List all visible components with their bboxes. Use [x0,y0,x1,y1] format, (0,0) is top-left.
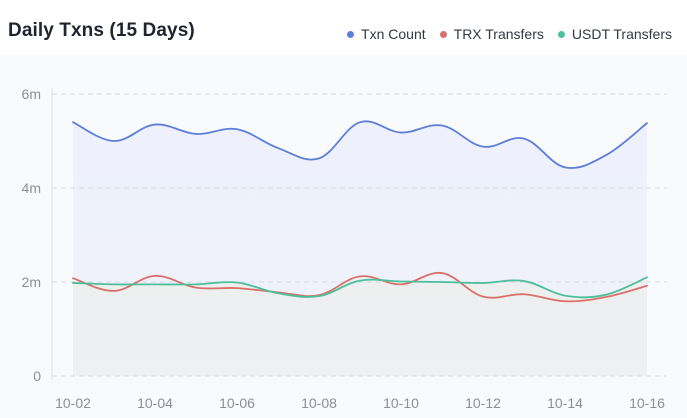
legend: Txn Count TRX Transfers USDT Transfers [347,26,672,42]
x-tick-label: 10-12 [465,395,501,411]
y-tick-label: 0 [33,368,41,384]
y-tick-label: 6m [22,86,41,102]
legend-label: USDT Transfers [571,26,672,42]
x-tick-label: 10-02 [55,395,91,411]
series-line-usdt-transfers [72,276,648,299]
legend-label: Txn Count [361,26,426,42]
chart-title: Daily Txns (15 Days) [8,20,195,41]
x-tick-label: 10-06 [219,395,255,411]
legend-dot-trx-transfers [439,30,447,38]
y-tick-label: 4m [22,180,41,196]
series-area-2 [73,277,647,376]
legend-label: TRX Transfers [453,26,544,42]
x-tick-label: 10-14 [547,395,583,411]
legend-item-txn-count[interactable]: Txn Count [347,26,426,42]
legend-item-trx-transfers[interactable]: TRX Transfers [439,26,544,42]
y-tick-label: 2m [22,274,41,290]
series-line-txn-count [72,120,648,169]
legend-dot-txn-count [347,30,355,38]
x-tick-label: 10-04 [137,395,173,411]
x-tick-label: 10-10 [383,395,419,411]
series-line-trx-transfers [72,271,648,303]
x-tick-label: 10-08 [301,395,337,411]
x-tick-label: 10-16 [629,395,665,411]
legend-item-usdt-transfers[interactable]: USDT Transfers [557,26,672,42]
legend-dot-usdt-transfers [557,30,565,38]
